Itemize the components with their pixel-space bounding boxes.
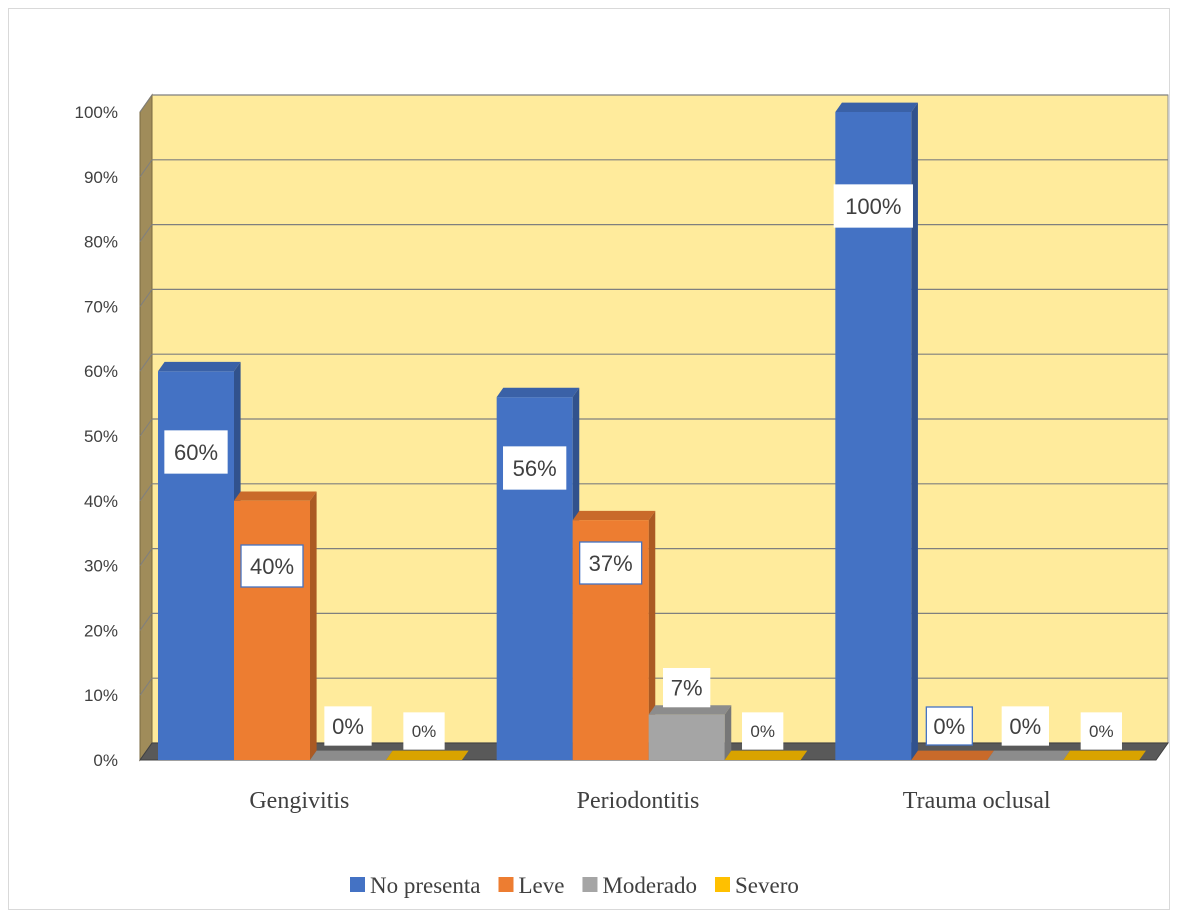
data-label: 0% xyxy=(332,714,364,739)
data-label: 0% xyxy=(1009,714,1041,739)
gridline-side xyxy=(139,224,153,242)
data-label: 0% xyxy=(933,714,965,739)
bar-top xyxy=(648,705,732,715)
data-label-box xyxy=(503,446,567,490)
data-label-box xyxy=(663,667,711,708)
legend-label: No presenta xyxy=(370,873,481,898)
y-tick-label: 80% xyxy=(84,233,118,252)
legend-swatch xyxy=(715,877,730,892)
bar-side xyxy=(724,705,732,760)
gridline-side xyxy=(139,353,153,372)
bar-top xyxy=(572,510,656,521)
data-label: 0% xyxy=(412,722,437,741)
data-label-box xyxy=(324,706,372,746)
bar-top xyxy=(310,750,393,760)
legend-swatch xyxy=(582,877,598,892)
bar-top xyxy=(987,750,1070,760)
data-label-box xyxy=(403,712,445,750)
x-category-label: Gengivitis xyxy=(249,788,349,814)
data-label: 7% xyxy=(671,676,703,701)
data-label: 100% xyxy=(845,194,901,219)
bar-top xyxy=(496,387,580,398)
y-tick-label: 20% xyxy=(84,621,118,640)
data-label: 37% xyxy=(589,551,633,576)
data-label: 0% xyxy=(1089,722,1114,741)
bar xyxy=(234,500,310,760)
bar-top xyxy=(234,491,317,501)
gridline-side xyxy=(139,289,153,307)
x-category-label: Trauma oclusal xyxy=(903,788,1051,814)
data-label-box xyxy=(1080,712,1122,750)
gridline-side xyxy=(139,548,153,566)
bar xyxy=(648,714,725,760)
legend-swatch xyxy=(350,877,365,892)
data-label-box xyxy=(240,544,304,588)
data-label-box xyxy=(579,541,643,585)
x-category-label: Periodontitis xyxy=(577,788,700,814)
bar-top xyxy=(835,102,918,112)
legend-label: Leve xyxy=(519,873,565,898)
bar xyxy=(158,371,234,760)
data-label-box xyxy=(1001,706,1049,746)
gridline-side xyxy=(139,483,153,502)
bar-top xyxy=(724,750,808,760)
data-label-box xyxy=(925,706,973,746)
data-label: 0% xyxy=(750,722,775,741)
y-tick-label: 10% xyxy=(84,686,118,705)
data-label: 56% xyxy=(513,456,557,481)
y-tick-label: 70% xyxy=(84,297,118,316)
y-tick-label: 90% xyxy=(84,168,118,187)
y-tick-label: 30% xyxy=(84,557,118,576)
data-label: 40% xyxy=(250,554,294,579)
gridline-side xyxy=(139,159,153,178)
legend-label: Moderado xyxy=(602,873,697,898)
gridline-side xyxy=(139,613,153,631)
bar-side xyxy=(310,491,317,760)
bar-top xyxy=(158,361,241,372)
y-tick-label: 100% xyxy=(75,103,118,122)
bar-top xyxy=(1063,750,1146,760)
data-label-box xyxy=(833,184,913,228)
y-tick-label: 60% xyxy=(84,362,118,381)
bar-side xyxy=(648,510,656,760)
data-label: 60% xyxy=(174,440,218,465)
bar-top xyxy=(386,750,469,760)
legend-label: Severo xyxy=(735,873,799,898)
bar-side xyxy=(911,102,918,760)
gridline-side xyxy=(139,94,153,113)
legend-swatch xyxy=(498,877,514,892)
y-tick-label: 50% xyxy=(84,427,118,446)
gridline-side xyxy=(139,677,153,696)
bar-top xyxy=(911,750,994,760)
data-label-box xyxy=(164,430,228,474)
y-tick-label: 0% xyxy=(93,751,118,770)
data-label-box xyxy=(742,712,784,750)
y-tick-label: 40% xyxy=(84,492,118,511)
gridline-side xyxy=(139,418,153,437)
